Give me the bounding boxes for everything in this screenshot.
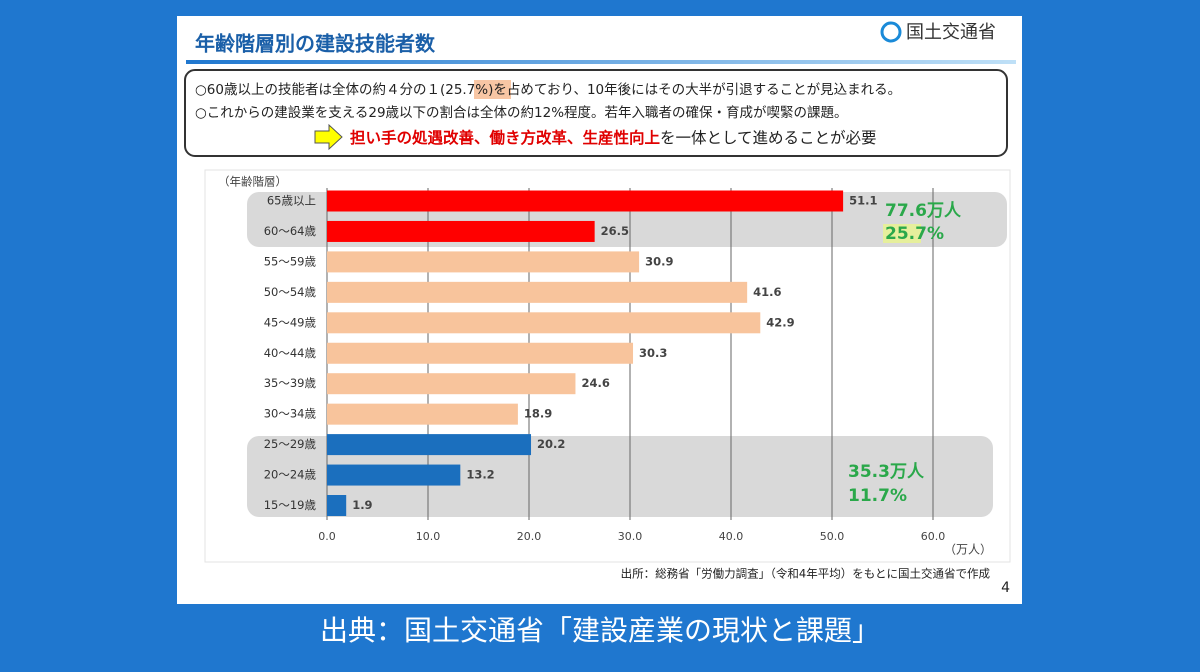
chart-frame <box>204 169 1011 563</box>
bar <box>327 373 576 395</box>
text: 25.7% <box>445 82 488 98</box>
y-tick-label: 40～44歳 <box>264 346 317 360</box>
chart: 0.0 10.0 20.0 30.0 40.0 50.0 60.0 65歳以上 51.1 60～6… <box>264 188 946 543</box>
bar <box>327 312 761 334</box>
y-tick-label: 60～64歳 <box>264 224 317 238</box>
title-underline <box>186 60 1016 64</box>
y-tick-label: 25～29歳 <box>264 437 317 451</box>
x-tick-label: 20.0 <box>517 530 542 543</box>
value-label: 26.5 <box>601 224 629 238</box>
value-label: 20.2 <box>537 437 565 451</box>
logo-text: 国土交通省 <box>906 22 996 43</box>
bar <box>327 251 640 273</box>
value-label: 13.2 <box>466 468 494 482</box>
bar <box>327 434 532 456</box>
text: を一体として進めることが必要 <box>660 129 877 147</box>
bar <box>327 342 634 364</box>
y-tick-label: 45～49歳 <box>264 315 317 329</box>
bar <box>327 495 347 516</box>
highlight <box>883 224 921 243</box>
value-label: 30.9 <box>645 254 673 268</box>
value-label: 41.6 <box>753 285 781 299</box>
x-tick-label: 0.0 <box>318 530 336 543</box>
x-tick-label: 40.0 <box>719 530 744 543</box>
x-axis-label: （万人） <box>944 543 992 557</box>
group-highlight <box>247 436 993 517</box>
value-label: 30.3 <box>639 346 667 360</box>
value-label: 1.9 <box>352 498 372 512</box>
annotation: 25.7% <box>885 224 944 244</box>
bar <box>327 220 595 242</box>
text: 担い手の処遇改善、働き方改革、生産性向上 <box>350 128 661 147</box>
value-label: 24.6 <box>581 376 609 390</box>
y-axis-label: （年齢階層） <box>218 175 287 189</box>
logo-icon <box>880 21 902 43</box>
value-label: 42.9 <box>766 315 794 329</box>
y-tick-label: 55～59歳 <box>264 254 317 268</box>
bar <box>327 190 844 212</box>
highlight <box>474 80 511 99</box>
bar <box>327 281 748 303</box>
text: )を占めており、10年後にはその大半が引退することが見込まれる。 <box>488 82 901 98</box>
bar <box>327 403 518 425</box>
y-tick-label: 35～39歳 <box>264 376 317 390</box>
arrow <box>314 123 343 151</box>
y-tick-label: 50～54歳 <box>264 285 317 299</box>
annotation: 11.7% <box>848 486 907 506</box>
value-label: 18.9 <box>524 407 552 421</box>
summary-line: 担い手の処遇改善、働き方改革、生産性向上を一体として進めることが必要 <box>350 128 877 147</box>
x-tick-label: 30.0 <box>618 530 643 543</box>
x-tick-label: 50.0 <box>820 530 845 543</box>
y-tick-label: 15～19歳 <box>264 498 317 512</box>
value-label: 51.1 <box>849 194 877 208</box>
caption: 出典：国土交通省「建設産業の現状と課題」 <box>320 614 880 647</box>
source-note: 出所：総務省「労働力調査」（令和4年平均）をもとに国土交通省で作成 <box>621 567 991 581</box>
summary-line: ○これからの建設業を支える29歳以下の割合は全体の約12%程度。若年入職者の確保… <box>195 104 848 121</box>
x-tick-label: 10.0 <box>416 530 441 543</box>
page-number: 4 <box>1001 580 1010 596</box>
annotation: 77.6万人 <box>885 201 962 221</box>
y-tick-label: 30～34歳 <box>264 407 317 421</box>
slide-title: 年齢階層別の建設技能者数 <box>195 32 436 56</box>
annotation: 35.3万人 <box>848 462 925 482</box>
summary-line: ○60歳以上の技能者は全体の約４分の１(25.7%)を占めており、10年後にはそ… <box>195 81 901 98</box>
x-tick-label: 60.0 <box>921 530 946 543</box>
summary-box <box>184 69 1008 157</box>
text: ○60歳以上の技能者は全体の約４分の１( <box>195 81 445 98</box>
y-tick-label: 20～24歳 <box>264 468 317 482</box>
y-tick-label: 65歳以上 <box>267 194 316 208</box>
bar <box>327 464 461 486</box>
